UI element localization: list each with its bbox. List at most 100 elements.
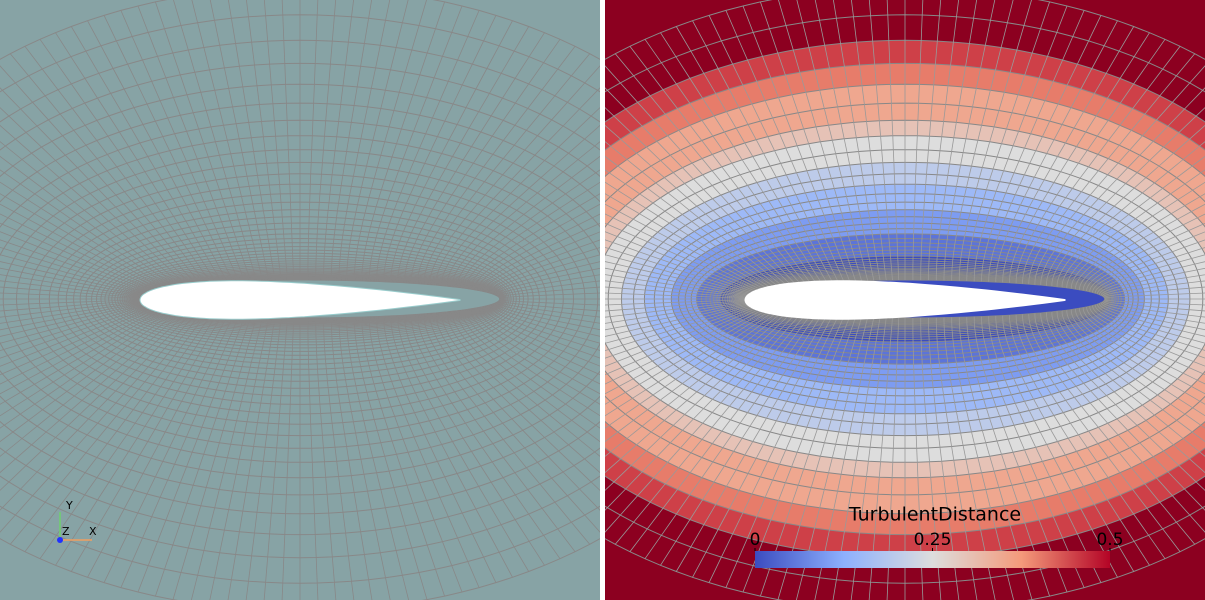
mesh-spoke [465, 181, 600, 289]
mesh-spoke [1102, 274, 1205, 296]
mesh-spoke [307, 0, 319, 280]
mesh-spoke [814, 317, 875, 600]
mesh-spoke [1079, 203, 1205, 290]
mesh-spoke [155, 1, 251, 282]
mesh-spoke [315, 0, 337, 281]
mesh-spoke [245, 0, 282, 281]
mesh-spoke [87, 20, 228, 283]
mesh-spoke [605, 231, 758, 293]
mesh-spoke [1089, 231, 1205, 292]
airfoil [139, 280, 461, 320]
mesh-spoke [497, 302, 600, 324]
view-separator [600, 0, 605, 600]
mesh-spoke [1089, 306, 1205, 367]
mesh-spoke [1046, 312, 1205, 491]
mesh-spoke [1066, 310, 1205, 429]
mesh-spoke [778, 0, 862, 281]
mesh-spoke [605, 301, 747, 324]
mesh-ring [0, 39, 600, 559]
mesh-spoke [323, 317, 355, 600]
mesh-spoke [346, 317, 410, 600]
mesh-spoke [446, 311, 600, 474]
mesh-spoke [660, 32, 822, 284]
mesh-spoke [1015, 39, 1166, 284]
mesh-spoke [973, 5, 1068, 282]
mesh-spoke [912, 0, 924, 280]
z-label: Z [62, 525, 70, 538]
mesh-spoke [446, 124, 600, 287]
mesh-spoke [0, 254, 146, 295]
mesh-spoke [376, 10, 480, 282]
mesh-spoke [383, 316, 497, 583]
mesh-ring [605, 14, 1205, 584]
legend-tick-label: 0.5 [1096, 530, 1123, 550]
mesh-spoke [1061, 155, 1205, 288]
mesh-spoke [1103, 280, 1205, 297]
legend-tick-label: 0.25 [914, 530, 952, 550]
mesh-spoke [1082, 307, 1205, 385]
mesh-spoke [1040, 313, 1205, 511]
mesh-ring [605, 102, 1205, 496]
mesh-spoke [605, 303, 750, 337]
mesh-spoke [307, 318, 319, 600]
mesh-spoke [55, 32, 217, 284]
mesh-spoke [958, 0, 1032, 281]
mesh-spoke [474, 308, 600, 395]
mesh-spoke [0, 280, 142, 298]
mesh-spoke [440, 107, 600, 286]
mesh-spoke [943, 317, 996, 600]
legend-tick-label: 0 [750, 530, 761, 550]
mesh-spoke [417, 46, 576, 284]
mesh-spoke [605, 300, 747, 318]
mesh-spoke [886, 0, 900, 280]
mesh-spoke [155, 316, 251, 597]
mesh-spoke [1066, 169, 1205, 288]
mesh-spoke [1009, 32, 1150, 283]
mesh-spoke [383, 15, 497, 282]
mesh-ring [605, 0, 1205, 600]
mesh-spoke [951, 317, 1015, 600]
mesh-spoke [0, 302, 144, 331]
mesh-spoke [0, 299, 141, 306]
mesh-spoke [605, 222, 760, 292]
mesh-spoke [1046, 107, 1205, 286]
mesh-spoke [1075, 308, 1205, 405]
mesh-spoke [935, 0, 978, 281]
mesh-spoke [692, 20, 833, 283]
mesh-spoke [850, 317, 887, 600]
mesh-spoke [103, 15, 234, 282]
mesh-spoke [1097, 254, 1205, 294]
mesh-spoke [1099, 303, 1205, 337]
mesh-spoke [323, 0, 355, 281]
mesh-spoke [404, 315, 545, 566]
mesh-spoke [245, 317, 282, 600]
mesh-spoke [1002, 315, 1135, 572]
mesh-spoke [1009, 315, 1150, 566]
mesh-spoke [1056, 141, 1205, 287]
mesh-spoke [928, 317, 960, 600]
mesh-spoke [742, 316, 850, 593]
mesh-spoke [465, 309, 600, 417]
color-bar [755, 551, 1110, 568]
mesh-spoke [1022, 46, 1181, 284]
mesh-spoke [470, 193, 600, 290]
mesh-spoke [410, 39, 561, 284]
mesh-spoke [191, 0, 264, 281]
mesh-ring [605, 39, 1205, 559]
mesh-spoke [484, 306, 600, 367]
mesh-spoke [644, 39, 817, 284]
left-mesh [0, 0, 600, 600]
mesh-spoke [973, 316, 1068, 593]
mesh-spoke [209, 317, 270, 600]
mesh-spoke [435, 87, 600, 285]
mesh-spoke [435, 313, 600, 511]
mesh-spoke [1070, 309, 1205, 417]
mesh-spoke [1103, 301, 1205, 318]
mesh-spoke [227, 317, 276, 600]
z-axis [57, 537, 63, 543]
mesh-spoke [227, 0, 276, 281]
mesh-spoke [605, 292, 746, 299]
mesh-spoke [456, 310, 600, 443]
mesh-spoke [1061, 310, 1205, 443]
mesh-spoke [263, 0, 288, 281]
